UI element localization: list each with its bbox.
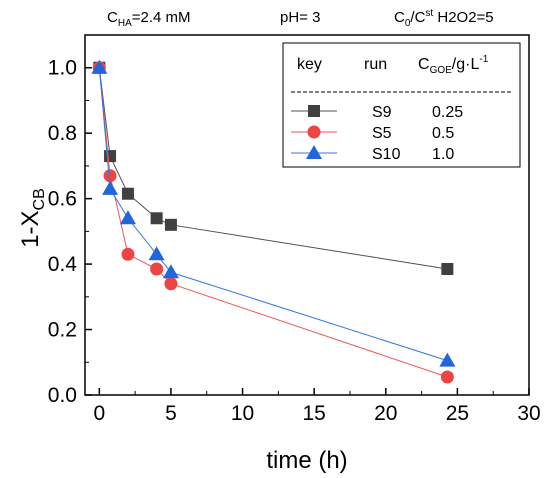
y-tick-label: 0.0 [48, 384, 77, 407]
data-point [164, 218, 177, 231]
condition-ratio: C0/Cst H2O2=5 [394, 8, 494, 29]
data-point [439, 352, 456, 367]
y-tick-label: 0.6 [48, 188, 77, 211]
series-line [98, 67, 448, 362]
legend-marker [306, 145, 322, 159]
x-tick-label: 15 [302, 402, 325, 425]
legend-run: S10 [372, 146, 401, 163]
x-tick-label: 0 [93, 402, 105, 425]
x-tick-label: 5 [165, 402, 177, 425]
data-point [441, 263, 454, 275]
legend-run: S9 [372, 104, 392, 121]
data-point [121, 187, 134, 200]
legend-cgoe: 0.5 [432, 125, 454, 142]
data-point [121, 247, 135, 261]
data-point [102, 180, 119, 195]
legend-rows: S9 0.25 S5 0.5 S10 1.0 [291, 104, 463, 163]
data-point [164, 277, 178, 291]
legend-row-s9: S9 0.25 [291, 104, 463, 121]
legend-row-s5: S5 0.5 [291, 125, 454, 142]
legend-row-s10: S10 1.0 [291, 145, 454, 163]
legend-header-run: run [364, 56, 387, 73]
y-tick-label: 0.2 [48, 319, 77, 342]
data-point [104, 150, 117, 163]
x-tick-label: 30 [517, 402, 540, 425]
series-line [98, 67, 448, 270]
data-point [91, 59, 108, 74]
condition-cha: CHA=2.4 mM [107, 9, 191, 29]
legend-header-cgoe: CGOE/g·L-1 [418, 54, 489, 76]
data-point [150, 262, 164, 276]
y-axis: 0.0 0.2 0.4 0.6 0.8 1.0 [48, 57, 92, 407]
x-tick-label: 25 [446, 402, 469, 425]
x-tick-label: 10 [231, 402, 254, 425]
legend-header-key: key [297, 56, 322, 73]
series-line [98, 67, 448, 378]
x-tick-label: 20 [374, 402, 397, 425]
legend-marker [307, 125, 321, 139]
series-s10 [91, 59, 456, 367]
legend-marker [308, 105, 320, 117]
condition-ph: pH= 3 [280, 9, 320, 26]
legend-cgoe: 1.0 [432, 146, 454, 163]
x-axis: 0 5 10 15 20 25 30 [93, 388, 541, 425]
y-axis-title: 1-XCB [17, 188, 48, 248]
data-point [119, 210, 136, 225]
data-point [440, 370, 454, 384]
data-point [103, 169, 117, 183]
legend: key run CGOE/g·L-1 S9 0.25 S5 0.5 S10 1.0 [282, 42, 521, 168]
y-tick-label: 0.8 [48, 122, 77, 145]
legend-box [282, 42, 521, 168]
plot-frame [84, 34, 530, 396]
x-axis-title: time (h) [266, 447, 347, 474]
series-layer [91, 59, 456, 384]
legend-cgoe: 0.25 [432, 104, 463, 121]
y-tick-label: 0.4 [48, 253, 78, 276]
data-point [150, 212, 163, 225]
data-point [148, 246, 165, 261]
y-tick-label: 1.0 [48, 57, 77, 80]
legend-run: S5 [372, 125, 392, 142]
data-point [162, 264, 179, 279]
